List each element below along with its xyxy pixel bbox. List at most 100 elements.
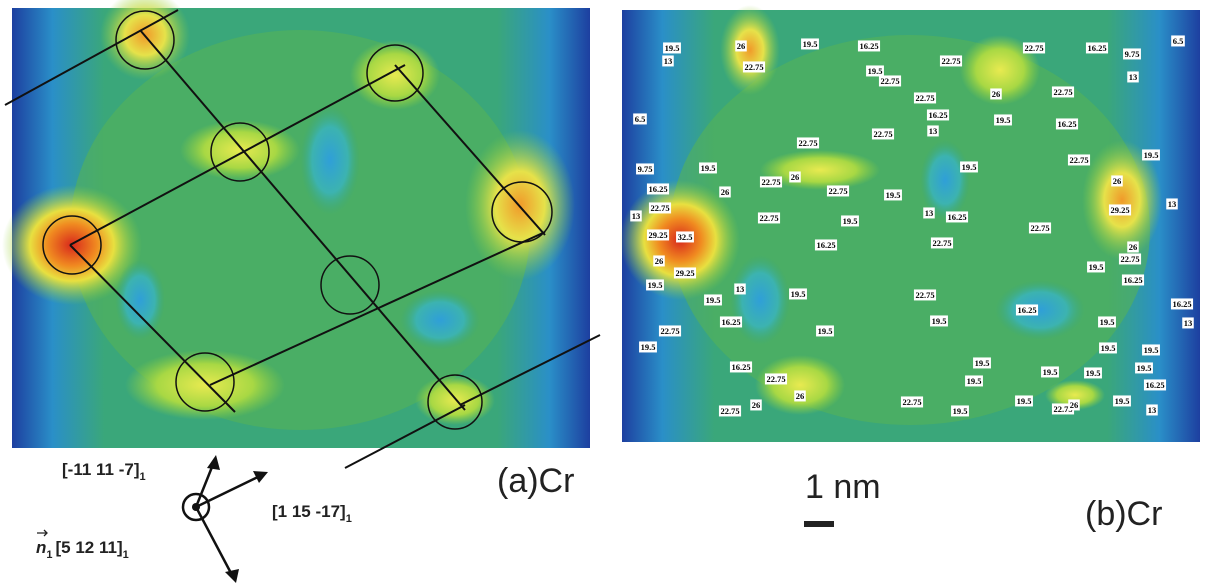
- contour-label: 26: [992, 89, 1001, 99]
- label-box: [653, 255, 665, 267]
- contour-label: 13: [1168, 199, 1177, 209]
- contour-label: 19.5: [665, 43, 680, 53]
- direction-label: n1 [5 12 11]1: [36, 538, 129, 561]
- axes-glyph: [181, 461, 261, 576]
- label-box: [1022, 42, 1046, 54]
- label-box: [923, 207, 935, 219]
- contour-label: 13: [929, 126, 938, 136]
- direction-label: [1 15 -17]1: [272, 502, 352, 525]
- label-box: [757, 212, 781, 224]
- label-box: [1041, 366, 1059, 378]
- contour-label: 22.75: [1030, 223, 1049, 233]
- contour-label: 26: [752, 400, 761, 410]
- contour-label: 29.25: [675, 268, 694, 278]
- contour-label: 19.5: [1115, 396, 1130, 406]
- contour-label: 16.25: [928, 110, 947, 120]
- label-box: [658, 325, 682, 337]
- label-box: [945, 211, 969, 223]
- label-box: [646, 183, 670, 195]
- contour-label: 16.25: [816, 240, 835, 250]
- contour-label: 26: [1070, 400, 1079, 410]
- label-box: [1123, 48, 1141, 60]
- contour-label: 19.5: [1144, 345, 1159, 355]
- contour-label: 22.75: [660, 326, 679, 336]
- label-box: [994, 114, 1012, 126]
- contour-label: 22.75: [915, 290, 934, 300]
- contour-label: 22.75: [828, 186, 847, 196]
- label-box: [1087, 261, 1105, 273]
- contour-label: 22.75: [932, 238, 951, 248]
- label-box: [973, 357, 991, 369]
- contour-label: 13: [736, 284, 745, 294]
- contour-label: 19.5: [1100, 317, 1115, 327]
- contour-label: 26: [791, 172, 800, 182]
- contour-label: 9.75: [638, 164, 653, 174]
- contour-label: 26: [1113, 176, 1122, 186]
- contour-label: 26: [1129, 242, 1138, 252]
- label-box: [1135, 362, 1153, 374]
- label-box: [816, 325, 834, 337]
- contour-label: 22.75: [744, 62, 763, 72]
- contour-label: 22.75: [1053, 404, 1072, 414]
- contour-label: 13: [1184, 318, 1193, 328]
- label-box: [1015, 304, 1039, 316]
- label-box: [1084, 367, 1102, 379]
- contour-label: 19.5: [648, 280, 663, 290]
- contour-label: 29.25: [648, 230, 667, 240]
- contour-label: 22.75: [759, 213, 778, 223]
- contour-label: 16.25: [947, 212, 966, 222]
- label-box: [789, 288, 807, 300]
- label-box: [1085, 42, 1109, 54]
- direction-text: [-11 11 -7]: [62, 460, 140, 479]
- label-box: [1121, 274, 1145, 286]
- label-box: [646, 279, 664, 291]
- label-box: [1028, 222, 1052, 234]
- label-box: [734, 283, 746, 295]
- label-box: [1182, 317, 1194, 329]
- contour-label: 19.5: [975, 358, 990, 368]
- label-box: [1127, 241, 1139, 253]
- label-box: [735, 40, 747, 52]
- label-box: [900, 396, 924, 408]
- label-box: [1113, 395, 1131, 407]
- contour-labels: 19.5 26 13 22.75 19.5 16.25 19.5 22.75 22.75 22.7…: [630, 35, 1194, 417]
- label-box: [699, 162, 717, 174]
- contour-label: 22.75: [1120, 254, 1139, 264]
- contour-label: 19.5: [706, 295, 721, 305]
- scale-bar-label: 1 nm: [805, 468, 881, 506]
- label-box: [1055, 118, 1079, 130]
- label-box: [1170, 298, 1194, 310]
- contour-label: 22.75: [1024, 43, 1043, 53]
- label-box: [990, 88, 1002, 100]
- contour-label: 19.5: [1101, 343, 1116, 353]
- contour-label: 22.75: [873, 129, 892, 139]
- contour-label: 22.75: [1069, 155, 1088, 165]
- label-box: [704, 294, 722, 306]
- label-box: [630, 210, 642, 222]
- label-box: [742, 61, 766, 73]
- label-box: [965, 375, 983, 387]
- label-box: [926, 109, 950, 121]
- contour-label: 26: [796, 391, 805, 401]
- subscript: 1: [46, 549, 52, 561]
- label-box: [764, 373, 788, 385]
- contour-label: 29.25: [1110, 205, 1129, 215]
- label-box: [871, 128, 895, 140]
- label-box: [801, 38, 819, 50]
- contour-label: 22.75: [798, 138, 817, 148]
- label-box: [639, 341, 657, 353]
- direction-label: [-11 11 -7]1: [62, 460, 146, 483]
- label-box: [930, 237, 954, 249]
- label-box: [719, 316, 743, 328]
- contour-label: 22.75: [766, 374, 785, 384]
- label-box: [1142, 149, 1160, 161]
- symbol: n: [36, 538, 46, 557]
- label-box: [1099, 342, 1117, 354]
- label-box: [718, 405, 742, 417]
- scale-bar: [804, 521, 834, 527]
- label-box: [673, 267, 697, 279]
- label-box: [759, 176, 783, 188]
- label-box: [960, 161, 978, 173]
- label-box: [951, 405, 969, 417]
- label-box: [663, 42, 681, 54]
